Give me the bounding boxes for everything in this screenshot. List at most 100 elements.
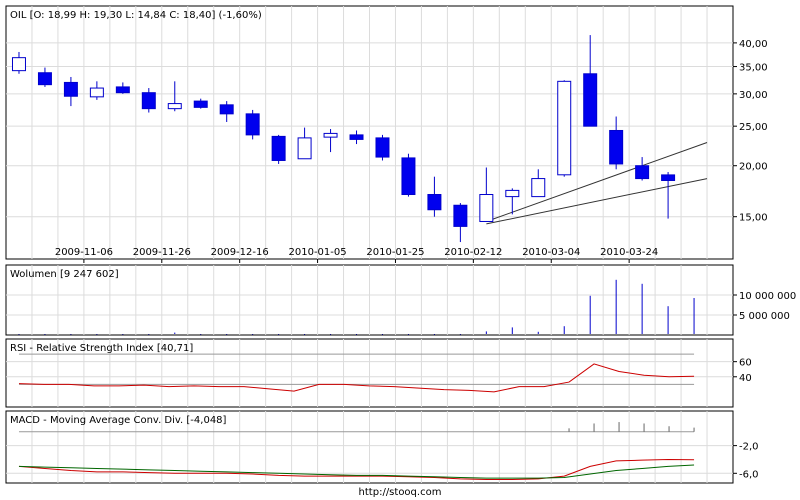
candle-body-down: [635, 165, 650, 180]
footer-link[interactable]: http://stooq.com: [359, 487, 442, 498]
volume-panel: 5 000 000 10 000 000 Wolumen [9 247 602]: [5, 264, 796, 336]
macd-lines: [18, 458, 695, 481]
candle: [401, 153, 416, 197]
price-x-tick-label: 2010-01-05: [289, 247, 347, 258]
rsi-grid: [6, 339, 733, 407]
price-x-tick-label: 2010-03-04: [522, 247, 580, 258]
macd-histogram: [568, 422, 695, 432]
candle: [115, 82, 130, 94]
price-y-tick-label: 20,00: [739, 162, 768, 173]
price-candles: [11, 35, 676, 243]
candle: [453, 203, 468, 243]
candle-body-down: [609, 129, 624, 165]
candle: [635, 157, 650, 181]
trendline: [486, 178, 708, 225]
candle-body-up: [89, 87, 104, 98]
price-title: OIL [O: 18,99 H: 19,30 L: 14,84 C: 18,40…: [10, 10, 262, 21]
candle-body-down: [37, 72, 52, 86]
rsi-y-tick-label: 60: [739, 358, 752, 369]
candle-body-down: [245, 113, 260, 136]
price-x-tick-label: 2009-12-16: [211, 247, 269, 258]
volume-bars: [18, 279, 695, 335]
macd-line: [18, 458, 695, 481]
macd-y-tick-label: -6,0: [739, 469, 759, 480]
candle-body-up: [323, 132, 338, 138]
candle-body-down: [375, 137, 390, 158]
candle-body-down: [427, 194, 442, 211]
price-y-tick-label: 40,00: [739, 39, 768, 50]
candle-body-down: [115, 86, 130, 94]
rsi-line: [18, 363, 695, 393]
candle-body-up: [11, 57, 26, 72]
trendline: [486, 142, 708, 222]
candle: [219, 101, 234, 122]
price-x-tick-label: 2009-11-06: [55, 247, 113, 258]
macd-line: [18, 464, 695, 479]
candle-body-down: [401, 157, 416, 196]
candle-body-up: [167, 103, 182, 110]
candle: [531, 169, 546, 198]
rsi-lines: [18, 363, 695, 393]
candle-body-up: [479, 194, 494, 222]
candle-body-down: [63, 81, 78, 97]
candle: [661, 172, 676, 219]
candle-body-up: [531, 178, 546, 198]
candle-body-down: [271, 135, 286, 161]
candle: [37, 67, 52, 87]
price-grid: [6, 6, 733, 259]
candle-body-down: [349, 134, 364, 140]
price-x-tick-label: 2010-03-24: [600, 247, 658, 258]
candle: [583, 35, 598, 127]
candle-body-up: [297, 137, 312, 160]
volume-title: Wolumen [9 247 602]: [10, 269, 119, 280]
price-panel: 15,00 20,00 25,00 30,00 35,00 40,00 2009-11-0…: [5, 5, 768, 263]
candle-body-down: [453, 204, 468, 227]
candle: [323, 129, 338, 153]
macd-y-axis: -2,0 -6,0: [733, 442, 759, 480]
candle: [349, 130, 364, 145]
candle: [141, 88, 156, 113]
candle-body-up: [505, 189, 520, 198]
price-y-tick-label: 35,00: [739, 63, 768, 74]
macd-y-tick-label: -2,0: [739, 442, 759, 453]
candle-body-down: [141, 92, 156, 110]
volume-grid: [6, 265, 733, 335]
macd-title: MACD - Moving Average Conv. Div. [-4,048…: [10, 415, 227, 426]
candle: [375, 134, 390, 161]
candle: [271, 134, 286, 164]
candle: [11, 51, 26, 74]
candle: [167, 81, 182, 112]
price-x-tick-label: 2010-01-25: [366, 247, 424, 258]
candle-body-down: [219, 104, 234, 115]
price-x-tick-label: 2009-11-26: [133, 247, 191, 258]
price-x-axis: 2009-11-06 2009-11-26 2009-12-16 2010-01-05…: [55, 247, 658, 263]
candle: [245, 109, 260, 140]
volume-y-axis: 5 000 000 10 000 000: [733, 291, 796, 322]
candle: [427, 176, 442, 217]
candle: [505, 188, 520, 215]
price-x-tick-label: 2010-02-12: [444, 247, 502, 258]
candle: [297, 127, 312, 160]
volume-y-tick-label: 10 000 000: [739, 291, 796, 302]
rsi-y-tick-label: 40: [739, 373, 752, 384]
candle-body-down: [661, 174, 676, 181]
candle: [609, 116, 624, 170]
candle: [479, 167, 494, 222]
candle: [89, 81, 104, 100]
macd-panel: -2,0 -6,0 MACD - Moving Average Conv. Div…: [5, 410, 759, 484]
candle: [557, 80, 572, 177]
price-y-axis: 15,00 20,00 25,00 30,00 35,00 40,00: [733, 39, 768, 224]
price-y-tick-label: 30,00: [739, 90, 768, 101]
candle-body-down: [583, 73, 598, 127]
price-y-tick-label: 25,00: [739, 122, 768, 133]
rsi-title: RSI - Relative Strength Index [40,71]: [10, 343, 193, 354]
candle-body-up: [557, 80, 572, 176]
candle: [63, 76, 78, 107]
volume-y-tick-label: 5 000 000: [739, 311, 790, 322]
candle: [193, 98, 208, 109]
candle-body-down: [193, 100, 208, 108]
price-trendlines: [486, 142, 708, 225]
